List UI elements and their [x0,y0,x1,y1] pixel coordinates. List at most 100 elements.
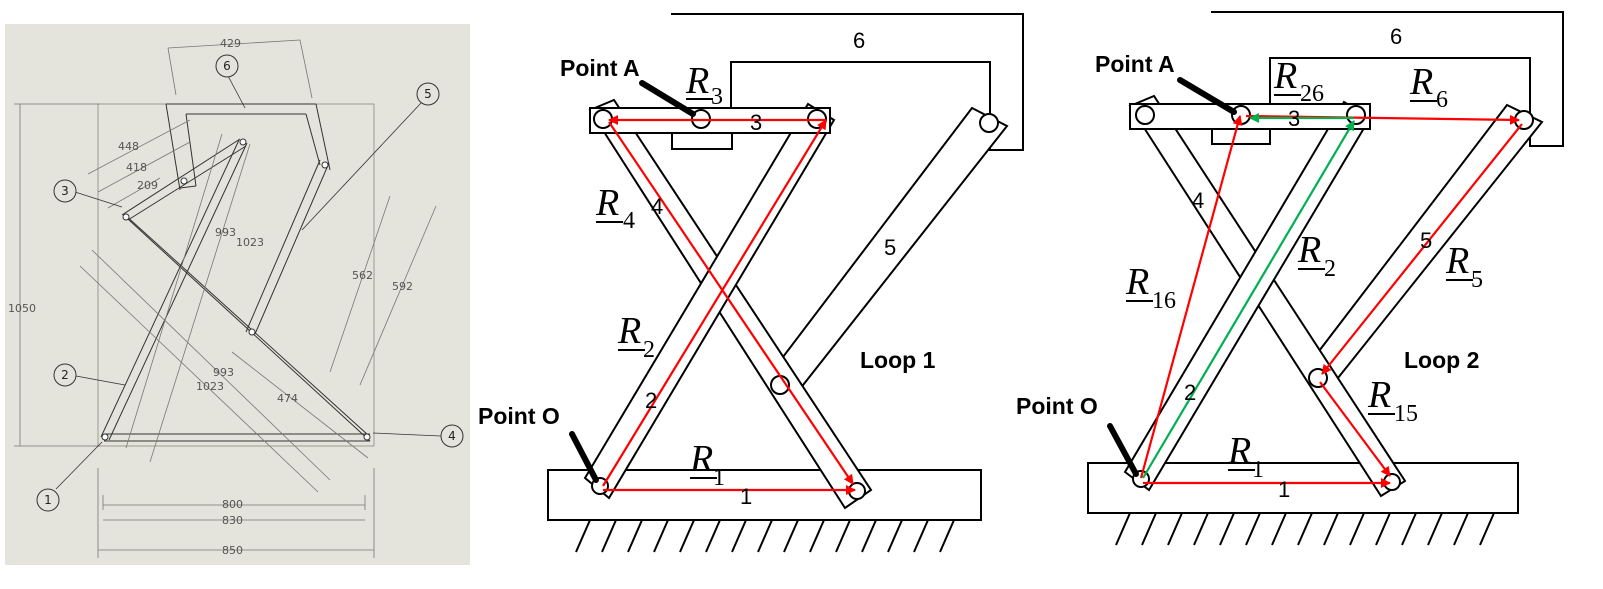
svg-text:R: R [685,60,709,102]
loop1-point-a-pointer [639,80,696,117]
dim-209: 209 [137,179,158,192]
svg-text:2: 2 [643,337,655,363]
loop1-link-4-number: 4 [651,194,663,219]
cad-link-6-top [166,103,316,115]
dim-830: 830 [222,514,243,527]
loop2-title: Loop 2 [1404,347,1479,373]
loop1-link-5-number: 5 [884,235,896,260]
loop2-ground-hatch [1115,512,1495,546]
svg-text:R: R [1445,240,1469,282]
cad-link-6-right [305,103,331,171]
loop2-link-5-number: 5 [1420,228,1432,253]
loop1-panel: 1 2 3 4 5 6 R 1 R 2 R 3 R 4 [478,13,1024,553]
svg-text:4: 4 [623,208,635,234]
svg-text:1: 1 [1252,457,1264,483]
loop2-label-r2: R 2 [1297,229,1336,282]
svg-text:16: 16 [1152,288,1176,314]
cad-callouts [55,73,442,490]
loop2-link-2-number: 2 [1184,380,1196,405]
loop1-label-r2: R 2 [617,310,655,363]
cad-link-6-foot [179,185,197,189]
loop1-label-r4: R 4 [595,182,635,234]
loop1-point-a-label: Point A [560,55,640,81]
cad-links [100,103,371,442]
loop2-label-r5: R 5 [1445,240,1483,293]
svg-text:R: R [1409,61,1433,103]
dim-592: 592 [392,280,413,293]
callout-5-balloon [416,82,440,106]
callout-3-label: 3 [61,184,69,198]
callout-4-label: 4 [448,429,456,443]
cad-link-3 [121,138,247,221]
loop1-point-o-label: Point O [478,403,560,429]
cad-pivots [101,138,371,441]
dim-993-upper: 993 [215,226,236,239]
loop2-label-r26: R 26 [1273,55,1324,107]
loop2-vector-r6 [1245,114,1520,125]
loop2-label-r15: R 15 [1367,374,1418,427]
cad-background [5,24,470,565]
loop2-link-4-number: 4 [1192,188,1204,213]
callout-3-balloon [53,179,77,203]
loop2-panel: 1 2 3 4 5 6 R 1 R 2 R 5 R 6 [1016,11,1564,546]
loop2-red-vectors [1139,114,1523,488]
loop2-label-r1: R 1 [1227,430,1264,483]
svg-text:3: 3 [711,84,723,110]
cad-drawing-panel: 429 448 418 209 993 1023 1050 562 592 99… [5,24,470,565]
loop1-link-3-number: 3 [750,110,762,135]
callout-1-balloon [36,488,60,512]
dim-850: 850 [222,544,243,557]
dim-993-lower: 993 [213,366,234,379]
loop2-green-vectors [1142,113,1355,479]
loop1-label-r3: R 3 [685,60,723,110]
callout-2-balloon [53,363,77,387]
loop2-point-a-pointer [1177,77,1237,115]
svg-text:R: R [1367,374,1391,416]
callout-6-balloon [215,54,239,78]
cad-dimension-lines [14,39,437,558]
loop2-vector-r5 [1321,123,1523,375]
svg-text:6: 6 [1436,87,1448,113]
cad-dimension-values: 429 448 418 209 993 1023 1050 562 592 99… [8,37,413,557]
svg-text:2: 2 [1324,256,1336,282]
loop2-point-o-pointer [1107,423,1139,477]
dim-800: 800 [222,498,243,511]
dim-562: 562 [352,269,373,282]
loop2-link-6-number: 6 [1390,24,1402,49]
svg-text:26: 26 [1300,81,1324,107]
svg-text:R: R [1273,55,1297,97]
cad-callout-balloons: 1 2 3 4 5 6 [36,54,464,512]
dim-474: 474 [277,392,298,405]
callout-4-balloon [440,424,464,448]
loop1-link-6 [671,13,1024,151]
svg-text:R: R [595,182,619,224]
loop2-link-4 [1128,94,1407,498]
loop2-link-1-number: 1 [1278,477,1290,502]
loop1-link-1-number: 1 [740,484,752,509]
loop1-label-r1: R 1 [689,438,725,491]
dim-448: 448 [118,140,139,153]
loop2-label-r16: R 16 [1125,261,1176,314]
dim-418: 418 [126,161,147,174]
svg-text:R: R [1297,229,1321,271]
loop2-link-6 [1211,11,1564,147]
loop2-point-o-label: Point O [1016,393,1098,419]
loop2-vector-r16 [1139,115,1243,479]
loop1-ground-hatch [575,519,955,553]
loop1-vector-r2 [602,119,827,487]
loop2-vector-r15 [1319,381,1391,477]
callout-6-label: 6 [223,59,231,73]
loop2-label-r6: R 6 [1409,61,1448,113]
svg-text:5: 5 [1471,267,1483,293]
cad-link-5 [245,159,330,335]
cad-link-2 [100,139,248,441]
loop1-point-o-pointer [569,431,599,483]
svg-text:R: R [689,438,713,480]
callout-5-label: 5 [424,87,432,101]
svg-text:15: 15 [1394,401,1418,427]
svg-text:R: R [1227,430,1251,472]
loop1-link-6-number: 6 [853,28,865,53]
loop2-link-3-number: 3 [1288,106,1300,131]
loop1-link-2-number: 2 [645,388,657,413]
